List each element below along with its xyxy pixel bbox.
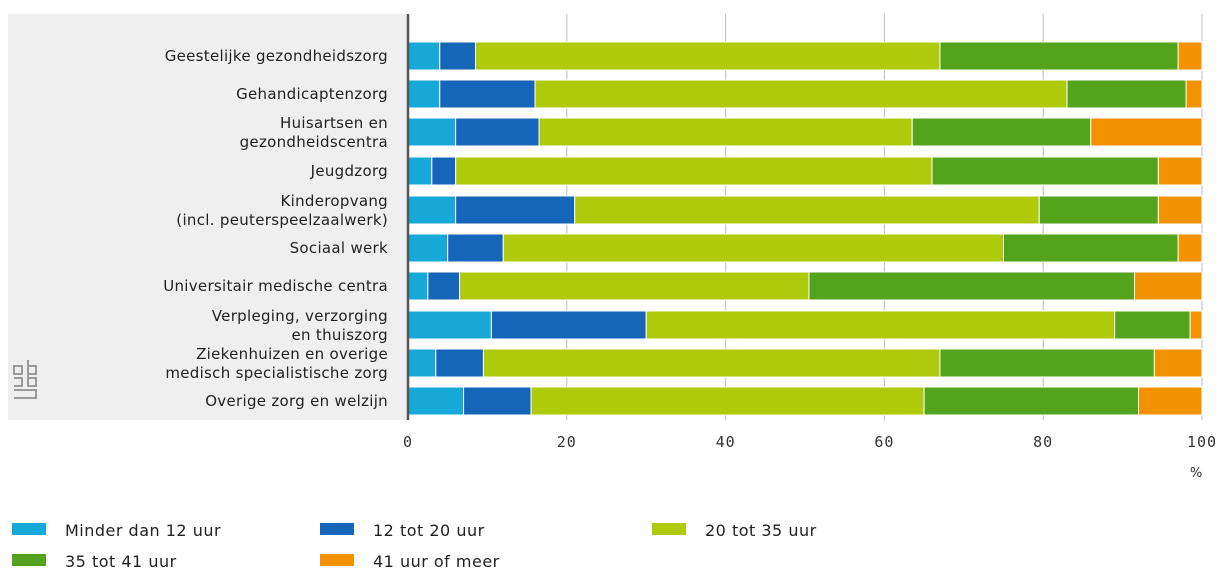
x-tick-label: 40 [716, 433, 736, 451]
category-label: Jeugdzorg [310, 162, 388, 180]
bar-segment [407, 310, 492, 340]
category-label: (incl. peuterspeelzaalwerk) [176, 211, 388, 229]
legend-label: Minder dan 12 uur [65, 521, 221, 540]
legend-label: 35 tot 41 uur [65, 552, 177, 571]
bar-segment [530, 386, 925, 416]
category-label: Sociaal werk [290, 239, 388, 257]
bar-segment [482, 348, 941, 378]
bar-segment [455, 195, 576, 225]
bar-segment [1185, 79, 1203, 109]
category-label: Verpleging, verzorging [212, 307, 388, 325]
bar-segment [435, 348, 484, 378]
bar-segment [439, 41, 476, 71]
bar-segment [407, 195, 457, 225]
bar-segment [407, 348, 437, 378]
bar-segment [455, 117, 540, 147]
bar-segment [1134, 271, 1203, 301]
bar-segment [1189, 310, 1203, 340]
bar-segment [407, 41, 441, 71]
category-label: Geestelijke gezondheidszorg [165, 47, 388, 65]
x-unit-label: % [1190, 466, 1202, 481]
category-label: Universitair medische centra [163, 277, 388, 295]
cbs-logo-icon [13, 360, 37, 399]
cbs-logo-stroke [27, 360, 37, 387]
legend-label: 41 uur of meer [373, 552, 500, 571]
bar-segment [455, 156, 933, 186]
bar-segment [407, 79, 441, 109]
bar-segment [407, 233, 449, 263]
bar-segment [1137, 386, 1203, 416]
legend-swatch [12, 554, 46, 566]
category-label: Overige zorg en welzijn [205, 392, 388, 410]
bar-segment [1090, 117, 1203, 147]
bar-segment [502, 233, 1004, 263]
bar-segment [645, 310, 1116, 340]
x-tick-label: 80 [1033, 433, 1053, 451]
category-label: Ziekenhuizen en overige [196, 345, 388, 363]
category-label: Gehandicaptenzorg [236, 85, 388, 103]
legend-label: 20 tot 35 uur [705, 521, 817, 540]
bar-segment [939, 348, 1155, 378]
x-tick-label: 20 [557, 433, 577, 451]
category-label: Huisartsen en [280, 114, 388, 132]
bar-segment [407, 386, 465, 416]
bar-segment [474, 41, 941, 71]
category-label: en thuiszorg [292, 326, 388, 344]
bar-segment [931, 156, 1159, 186]
bar-segment [447, 233, 504, 263]
bar-segment [1157, 156, 1203, 186]
cbs-logo-stroke [14, 377, 23, 387]
bar-segment [1038, 195, 1159, 225]
bar-segment [1153, 348, 1203, 378]
category-label: Kinderopvang [281, 192, 389, 210]
legend-swatch [320, 523, 354, 535]
label-panel [8, 14, 408, 420]
bar-segment [439, 79, 536, 109]
bar-segment [923, 386, 1139, 416]
x-tick-label: 60 [874, 433, 894, 451]
category-label: medisch specialistische zorg [165, 364, 388, 382]
bar-segment [808, 271, 1136, 301]
legend-swatch [652, 523, 686, 535]
x-tick-label: 100 [1187, 433, 1217, 451]
bar-segment [490, 310, 647, 340]
bar-segment [911, 117, 1092, 147]
bar-segment [407, 156, 433, 186]
legend-label: 12 tot 20 uur [373, 521, 485, 540]
legend-swatch [320, 554, 354, 566]
cbs-logo-stroke [14, 389, 37, 399]
bar-segment [939, 41, 1179, 71]
bar-segment [1003, 233, 1179, 263]
bar-segment [1177, 233, 1203, 263]
bar-segment [431, 156, 457, 186]
bar-segment [1177, 41, 1203, 71]
x-tick-label: 0 [403, 433, 413, 451]
bar-segment [463, 386, 532, 416]
bar-segment [407, 271, 429, 301]
bar-segment [427, 271, 461, 301]
bar-segment [1114, 310, 1191, 340]
bar-segment [534, 79, 1068, 109]
bar-segment [538, 117, 913, 147]
bar-segment [407, 117, 457, 147]
category-label: gezondheidscentra [240, 133, 388, 151]
bar-segment [574, 195, 1040, 225]
bar-segment [1066, 79, 1187, 109]
bar-segment [459, 271, 810, 301]
bar-segment [1157, 195, 1203, 225]
cbs-logo-stroke [13, 365, 23, 375]
legend-swatch [12, 523, 46, 535]
